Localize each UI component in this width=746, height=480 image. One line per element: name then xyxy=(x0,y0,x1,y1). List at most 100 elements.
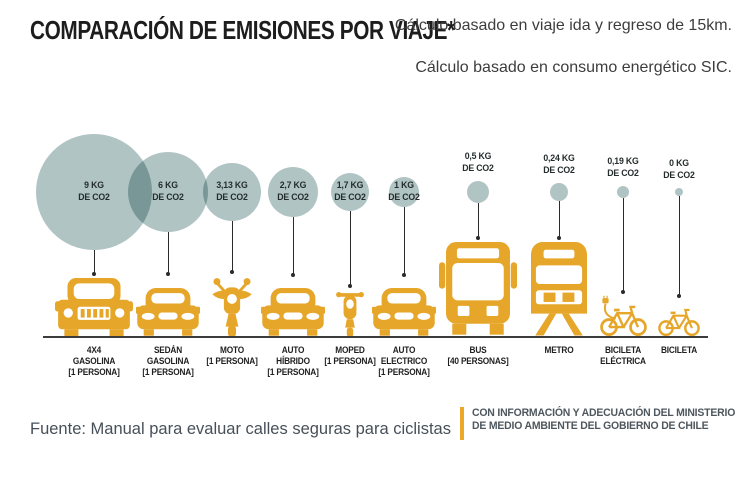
value-line: DE CO2 xyxy=(277,192,309,203)
connector-dot xyxy=(621,290,625,294)
emission-value-label: 1,7 KG DE CO2 xyxy=(309,180,392,204)
value-line: DE CO2 xyxy=(216,192,248,203)
connector-dot xyxy=(677,294,681,298)
page-title: COMPARACIÓN DE EMISIONES POR VIAJE* xyxy=(30,15,455,45)
vehicle-label-line: BUS xyxy=(469,345,487,355)
vehicle-label-line: 4X4 xyxy=(86,345,102,355)
note-line: y regreso de 15km. xyxy=(595,17,732,34)
vehicle-label: BUS [40 PERSONAS] xyxy=(437,345,520,367)
value-line: DE CO2 xyxy=(543,165,575,176)
value-line: 1,7 KG xyxy=(336,180,364,191)
ground-line xyxy=(43,336,708,338)
emission-value-label: 9 KG DE CO2 xyxy=(53,180,136,204)
connector-stem xyxy=(167,232,169,274)
vehicle-label-line: [1 PERSONA] xyxy=(324,356,376,366)
source-text: Fuente: Manual para evaluar calles segur… xyxy=(30,420,451,438)
note-trip-basis: Cálculo basado en viaje ida y regreso de… xyxy=(395,16,732,36)
value-line: 0 KG xyxy=(669,158,689,169)
accent-bar xyxy=(460,407,464,440)
bike-icon xyxy=(658,305,700,337)
connector-stem xyxy=(678,196,680,296)
vehicle-label-line: AUTO xyxy=(392,345,416,355)
vehicle-label: AUTO ELECTRICO [1 PERSONA] xyxy=(363,345,446,378)
attribution-line: CON INFORMACIÓN Y ADECUACIÓN DEL MINISTE… xyxy=(472,407,736,419)
vehicle-label: 4X4 GASOLINA [1 PERSONA] xyxy=(53,345,136,378)
sedan-icon xyxy=(136,288,200,337)
metro-icon xyxy=(524,242,594,337)
vehicle-label: BICILETA ELÉCTRICA xyxy=(582,345,665,367)
connector-stem xyxy=(93,250,95,274)
vehicle-label: MOTO [1 PERSONA] xyxy=(191,345,274,367)
connector-stem xyxy=(403,207,405,275)
value-line: 6 KG xyxy=(158,180,178,191)
emission-bubble xyxy=(128,152,208,232)
vehicle-label-line: [40 PERSONAS] xyxy=(447,356,509,366)
value-line: 3,13 KG xyxy=(216,180,248,191)
vehicle-label: MOPED [1 PERSONA] xyxy=(309,345,392,367)
value-line: DE CO2 xyxy=(78,192,110,203)
hybrid-car-icon xyxy=(261,288,325,337)
emission-bubble xyxy=(617,186,629,198)
vehicle-label: AUTO HÍBRIDO [1 PERSONA] xyxy=(252,345,335,378)
value-line: 1 KG xyxy=(394,180,414,191)
vehicle-label-line: MOPED xyxy=(335,345,365,355)
connector-stem xyxy=(349,211,351,286)
vehicle-label-line: SEDÁN xyxy=(153,345,183,355)
value-line: DE CO2 xyxy=(152,192,184,203)
connector-stem xyxy=(231,221,233,272)
value-line: DE CO2 xyxy=(334,192,366,203)
vehicle-label-line: ELECTRICO xyxy=(380,356,428,366)
value-line: 9 KG xyxy=(84,180,104,191)
emission-value-label: 0,19 KG DE CO2 xyxy=(586,156,660,180)
connector-dot xyxy=(402,273,406,277)
electric-car-icon xyxy=(372,288,436,337)
vehicle-label: METRO xyxy=(518,345,601,356)
note-line: Cálculo basado en xyxy=(415,59,548,76)
value-line: DE CO2 xyxy=(388,192,420,203)
emission-value-label: 6 KG DE CO2 xyxy=(127,180,210,204)
vehicle-label-line: [1 PERSONA] xyxy=(378,367,430,377)
bus-icon xyxy=(439,242,517,337)
connector-dot xyxy=(348,284,352,288)
connector-dot xyxy=(557,236,561,240)
vehicle-label-line: BICILETA xyxy=(660,345,698,355)
vehicle-label-line: [1 PERSONA] xyxy=(142,367,194,377)
value-line: 0,24 KG xyxy=(543,153,575,164)
vehicle-label-line: ELÉCTRICA xyxy=(600,356,646,366)
vehicle-label: SEDÁN GASOLINA [1 PERSONA] xyxy=(127,345,210,378)
calculation-notes: Cálculo basado en viaje ida y regreso de… xyxy=(395,16,732,78)
vehicle-label: BICILETA xyxy=(638,345,721,356)
vehicle-label-line: [1 PERSONA] xyxy=(267,367,319,377)
connector-stem xyxy=(622,198,624,292)
emission-value-label: 0,5 KG DE CO2 xyxy=(441,151,515,175)
vehicle-label-line: GASOLINA xyxy=(146,356,190,366)
emission-value-label: 0 KG DE CO2 xyxy=(642,158,716,182)
note-line: consumo energético SIC. xyxy=(552,59,732,76)
connector-dot xyxy=(92,272,96,276)
connector-stem xyxy=(558,201,560,238)
connector-dot xyxy=(166,272,170,276)
emission-bubble xyxy=(389,177,419,207)
vehicle-label-line: [1 PERSONA] xyxy=(206,356,258,366)
motorcycle-icon xyxy=(210,277,254,337)
attribution: CON INFORMACIÓN Y ADECUACIÓN DEL MINISTE… xyxy=(460,407,746,440)
value-line: 0,5 KG xyxy=(464,151,492,162)
connector-dot xyxy=(291,273,295,277)
emission-bubble xyxy=(331,173,369,211)
emission-bubble xyxy=(550,183,568,201)
emission-bubble xyxy=(467,181,489,203)
emission-value-label: 3,13 KG DE CO2 xyxy=(191,180,274,204)
note-energy-basis: Cálculo basado en consumo energético SIC… xyxy=(395,58,732,78)
vehicle-label-line: BICILETA xyxy=(604,345,642,355)
attribution-text: CON INFORMACIÓN Y ADECUACIÓN DEL MINISTE… xyxy=(472,407,735,433)
electric-bike-icon xyxy=(599,295,647,337)
attribution-line: DE MEDIO AMBIENTE DEL GOBIERNO DE CHILE xyxy=(472,420,709,432)
emission-bubble xyxy=(268,167,318,217)
connector-dot xyxy=(476,236,480,240)
value-line: DE CO2 xyxy=(607,168,639,179)
note-line: Cálculo basado en viaje ida xyxy=(394,17,591,34)
